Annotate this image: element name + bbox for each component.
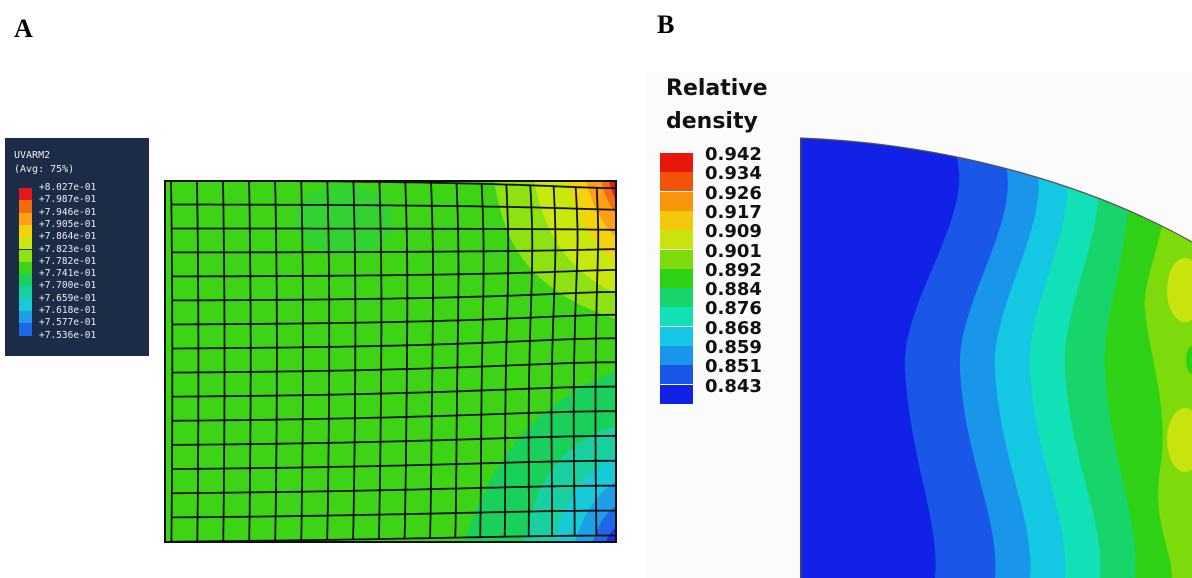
legend-a-label: +7.864e-01 [39, 231, 97, 243]
mesh-col-line [248, 180, 252, 541]
mesh-col-line [594, 187, 600, 536]
legend-b-label: 0.876 [705, 298, 762, 320]
mesh-outline [164, 180, 617, 543]
legend-a-label: +7.618e-01 [39, 305, 97, 316]
mesh-col-line [503, 184, 510, 537]
legend-b-label: 0.926 [705, 182, 762, 204]
legend-b-swatch [660, 268, 693, 288]
legend-a-label: +8.027e-01 [39, 182, 97, 193]
mesh-col-line [196, 180, 200, 542]
legend-b-swatch [660, 384, 693, 404]
panel-b-contour-plot [800, 137, 1192, 578]
legend-b-label: 0.851 [705, 356, 762, 378]
legend-a-swatch [19, 212, 32, 225]
contour-patch-mid-green [1186, 346, 1192, 374]
legend-a-label: +7.659e-01 [39, 292, 97, 304]
legend-b-label: 0.843 [705, 375, 762, 397]
mesh-col-line [403, 182, 409, 539]
legend-a-swatch [19, 237, 32, 250]
contour-patch-upper-yellow [1167, 258, 1192, 322]
legend-b-swatch [660, 191, 693, 211]
mesh-col-line [572, 187, 579, 536]
mesh-col-line [550, 186, 557, 537]
legend-a-swatch [19, 188, 32, 201]
legend-b-label: 0.934 [705, 163, 762, 185]
legend-a-swatch [19, 323, 32, 336]
mesh-grid-lines [170, 180, 617, 543]
legend-a-swatch [19, 298, 32, 311]
legend-a-label: +7.987e-01 [39, 194, 97, 206]
mesh-col-line [326, 181, 331, 540]
legend-b-swatch [660, 172, 693, 192]
legend-b-label: 0.942 [705, 144, 762, 165]
legend-b-label: 0.892 [705, 259, 762, 281]
legend-a-label: +7.577e-01 [39, 317, 97, 329]
legend-b-title: Relative density [666, 72, 768, 138]
legend-a-swatch [19, 200, 32, 213]
legend-a-title: UVARM2 [14, 150, 51, 161]
legend-a-swatch [19, 274, 32, 287]
legend-b-title-line2: density [666, 109, 758, 134]
legend-a-swatch [19, 224, 32, 238]
mesh-col-line [479, 183, 485, 538]
legend-a-subtitle: (Avg: 75%) [14, 164, 75, 175]
legend-b-swatch [660, 249, 693, 269]
legend-a-label: +7.946e-01 [39, 206, 97, 218]
legend-b-swatch [660, 288, 693, 308]
legend-b-swatch [660, 346, 693, 365]
contour-patch-lower-yellow [1167, 408, 1192, 472]
mesh-col-line [454, 183, 460, 538]
legend-a-swatch [19, 286, 32, 299]
legend-b-swatch [660, 307, 693, 327]
mesh-contour-patch [294, 185, 394, 255]
contour-boundary-top [800, 137, 1192, 243]
legend-b-label: 0.901 [705, 240, 762, 262]
mesh-col-line [527, 185, 534, 537]
legend-b-label: 0.859 [705, 337, 762, 358]
legend-a-label: +7.782e-01 [39, 255, 97, 267]
mesh-col-line [378, 181, 383, 540]
legend-b-swatch [660, 210, 693, 230]
legend-a-label: +7.536e-01 [39, 329, 97, 341]
panel-b-label: B [657, 10, 675, 39]
legend-b-swatch [660, 326, 693, 346]
panel-a-mesh-plot [164, 180, 617, 543]
panel-a-legend: UVARM2 (Avg: 75%) +8.027e-01 +7.987e-01 +7… [5, 138, 149, 356]
legend-b-label: 0.917 [705, 201, 762, 223]
mesh-col-line [352, 181, 357, 540]
legend-b-swatch [660, 153, 693, 172]
legend-a-label: +7.905e-01 [39, 218, 97, 230]
legend-b-label: 0.868 [705, 317, 762, 339]
mesh-col-line [429, 182, 434, 539]
mesh-col-line [274, 180, 278, 541]
legend-b-label: 0.909 [705, 221, 762, 243]
legend-b-swatch [660, 230, 693, 250]
legend-b-title-line1: Relative [666, 76, 768, 101]
legend-a-swatch [19, 311, 32, 324]
legend-b-swatch [660, 365, 693, 385]
legend-a-label: +7.741e-01 [39, 268, 97, 280]
legend-a-label: +7.823e-01 [39, 243, 97, 255]
panel-a-label: A [14, 14, 33, 43]
mesh-col-line [170, 180, 174, 542]
legend-b-label: 0.884 [705, 279, 762, 301]
legend-a-swatch [19, 249, 32, 262]
mesh-col-line [222, 180, 226, 542]
mesh-col-line [300, 181, 304, 541]
legend-a-swatch [19, 261, 32, 275]
legend-a-label: +7.700e-01 [39, 280, 97, 292]
